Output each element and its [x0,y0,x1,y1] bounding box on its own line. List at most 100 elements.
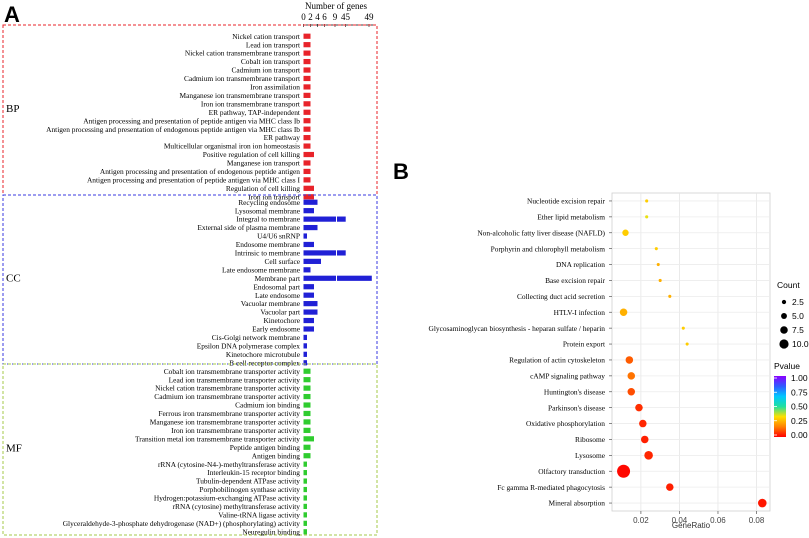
bar [303,241,314,248]
bar-category-label: Late endosome membrane [222,265,301,274]
bar-category-label: Membrane part [255,274,301,283]
bar [303,486,307,493]
size-legend-label: 5.0 [792,311,804,321]
bubble [627,388,636,396]
bubble [639,419,647,428]
bar [303,402,311,408]
bubble [627,372,636,380]
bar [303,410,311,417]
pathway-label: Huntington's disease [544,387,606,396]
size-legend-dot [779,339,789,349]
panel-label-b: B [393,159,409,184]
kegg-bubble-chart: 0.02 0.04 0.06 0.08 GeneRatio Nucleotide exci… [428,192,809,530]
x-axis-title: GeneRatio [672,521,711,530]
x-tick-label: 0.04 [672,516,688,525]
bar [303,419,311,425]
bubble [658,278,662,283]
bar [303,42,311,48]
bar [337,275,372,281]
bubble [668,294,672,298]
bar-category-label: Cadmium ion binding [235,401,300,410]
group-label-bp: BP [6,103,19,115]
bar-category-label: Porphobilinogen synthase activity [199,485,300,494]
x-axis-title: Number of genes [305,1,367,11]
bar [303,109,311,115]
bar-category-label: Antigen processing and presentation of e… [46,125,300,134]
bar [303,168,311,175]
color-legend-title: Pvalue [774,361,800,371]
x-tick-label: 0.08 [749,516,765,525]
color-legend-label: 0.25 [791,416,808,426]
bar [303,275,336,281]
bubble [644,451,653,460]
bar [303,495,307,501]
bar-category-label: Multicellular organismal iron ion homeos… [164,142,300,151]
bar [303,309,318,315]
bar-category-label: Antigen processing and presentation of p… [83,116,300,125]
bar [303,233,307,239]
bubble [625,356,634,364]
bar-category-label: rRNA (cytosine) methyltransferase activi… [173,502,301,511]
bar-category-label: Cadmium ion transmembrane transporter ac… [154,392,300,401]
pathway-label: Ribosome [575,435,606,444]
size-legend-label: 2.5 [792,297,804,307]
bar-category-label: Positive regulation of cell killing [203,150,301,159]
bar-category-label: Late endosome [255,291,301,300]
bar [303,351,307,357]
bubble [685,342,689,346]
bubble [656,263,660,267]
bar-category-label: Iron ion transmembrane transporter activ… [171,426,300,435]
bar-category-label: Manganese ion transmembrane transporter … [150,418,301,427]
bar [303,503,307,510]
bar-category-label: Manganese ion transport [227,159,301,168]
plot-area [611,192,771,512]
bar-category-label: Transition metal ion transmembrane trans… [135,434,300,443]
bar-category-label: Tubulin-dependent ATPase activity [196,477,300,486]
bar-category-label: Epsilon DNA polymerase complex [197,341,301,350]
bubble [645,215,649,219]
pathway-label: Protein export [563,340,606,349]
bar-category-label: Manganese ion transmembrane transport [180,91,301,100]
bar-category-label: Early endosome [252,325,301,334]
bar-category-label: Vacuolar part [260,308,301,317]
x-tick-label: 2 [308,12,313,22]
bar [303,194,314,200]
x-tick-label: 0.02 [633,516,649,525]
size-legend-label: 10.0 [792,339,809,349]
bubble [635,403,643,412]
bar-category-label: Nickel cation transmembrane transporter … [155,384,300,393]
bar [303,199,318,205]
pathway-label: Non-alcoholic fatty liver disease (NAFLD… [477,228,605,237]
x-tick-label: 49 [365,12,375,22]
bar [303,258,321,264]
bar-category-label: Cadmium ion transmembrane transport [184,74,301,83]
bar [303,177,311,183]
bar-category-label: Hydrogen:potassium-exchanging ATPase act… [154,494,300,503]
color-legend-label: 0.50 [791,402,808,412]
bar [303,326,314,332]
size-legend-dot [781,299,787,305]
bar [303,377,311,383]
bar-category-label: Vacuolar membrane [241,299,301,308]
bar-category-label: Lead ion transmembrane transporter activ… [169,375,301,384]
bar [303,478,307,484]
bar [337,216,346,222]
bar [303,84,311,90]
bar-category-label: Recycling endosome [238,198,300,207]
pathway-label: Fc gamma R-mediated phagocytosis [497,483,605,492]
bar [303,529,307,535]
color-legend-label: 0.75 [791,387,808,397]
bar-category-label: Regulation of cell killing [226,184,300,193]
bar [303,267,311,273]
bar [303,75,311,82]
bubble [645,199,649,203]
bar [303,393,311,400]
size-legend-title: Count [777,280,800,290]
bar [303,436,314,442]
bar [303,292,314,298]
color-legend-bar [774,376,786,437]
bar-category-label: ER pathway [264,133,301,142]
bar-category-label: Cobalt ion transport [241,57,301,66]
panel-label-a: A [4,2,20,27]
pathway-label: Nucleotide excision repair [527,197,606,206]
